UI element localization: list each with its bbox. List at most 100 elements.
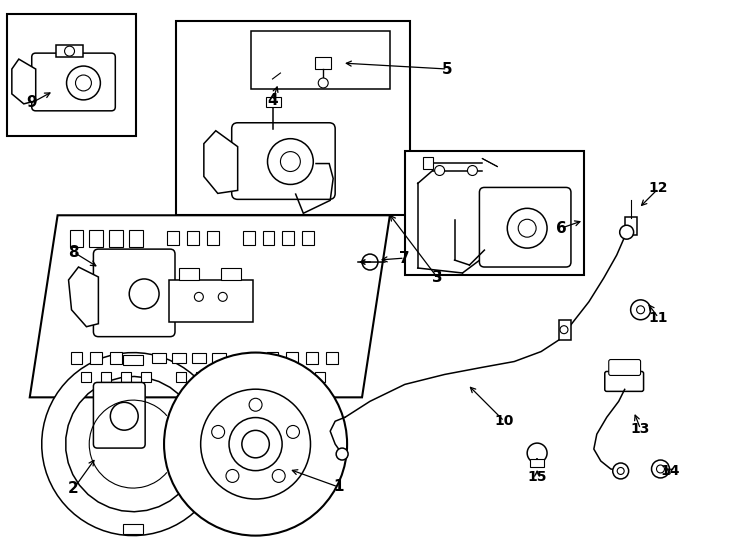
Bar: [152, 353, 166, 362]
Text: 14: 14: [661, 464, 680, 478]
Bar: [625, 217, 636, 235]
Bar: [167, 231, 179, 245]
Bar: [266, 352, 278, 363]
Circle shape: [211, 426, 225, 438]
Circle shape: [195, 292, 203, 301]
Bar: [172, 353, 186, 362]
FancyBboxPatch shape: [32, 53, 115, 111]
Circle shape: [468, 166, 477, 176]
Bar: [326, 352, 338, 363]
Text: 13: 13: [631, 422, 650, 436]
Bar: [255, 373, 266, 382]
Text: 5: 5: [443, 62, 453, 77]
Text: 8: 8: [68, 245, 79, 260]
Text: 6: 6: [556, 221, 567, 236]
Text: 1: 1: [333, 480, 344, 495]
Polygon shape: [30, 215, 390, 397]
Bar: [123, 524, 143, 534]
Text: 7: 7: [399, 251, 410, 266]
Bar: [196, 373, 206, 382]
Bar: [275, 373, 286, 382]
Circle shape: [65, 46, 75, 56]
Bar: [81, 373, 92, 382]
Circle shape: [218, 292, 228, 301]
Bar: [250, 31, 390, 89]
Bar: [221, 268, 241, 280]
Polygon shape: [12, 59, 36, 104]
Circle shape: [518, 219, 536, 237]
Bar: [176, 373, 186, 382]
Bar: [216, 373, 226, 382]
FancyBboxPatch shape: [605, 372, 644, 392]
Bar: [306, 352, 319, 363]
Bar: [243, 231, 255, 245]
Bar: [530, 459, 544, 467]
Bar: [169, 280, 252, 322]
Circle shape: [336, 448, 348, 460]
Bar: [316, 57, 331, 69]
Bar: [110, 352, 123, 363]
Bar: [101, 373, 112, 382]
Circle shape: [129, 279, 159, 309]
Text: 4: 4: [267, 93, 277, 109]
Text: 15: 15: [527, 470, 547, 484]
Circle shape: [619, 225, 633, 239]
Bar: [207, 231, 219, 245]
Bar: [263, 231, 275, 245]
Bar: [90, 352, 102, 363]
Bar: [70, 352, 82, 363]
Bar: [236, 373, 246, 382]
Bar: [109, 230, 123, 247]
Bar: [295, 373, 305, 382]
Text: 9: 9: [26, 96, 37, 110]
Circle shape: [164, 353, 347, 536]
Bar: [247, 352, 258, 363]
Circle shape: [560, 326, 568, 334]
Bar: [141, 373, 151, 382]
Circle shape: [636, 306, 644, 314]
Circle shape: [241, 430, 269, 458]
Bar: [70, 230, 84, 247]
Bar: [316, 373, 325, 382]
Bar: [176, 21, 410, 215]
Bar: [405, 151, 584, 275]
Circle shape: [362, 254, 378, 270]
Circle shape: [652, 460, 669, 478]
Circle shape: [272, 469, 286, 482]
Circle shape: [76, 75, 92, 91]
Bar: [286, 352, 298, 363]
Circle shape: [110, 402, 138, 430]
Polygon shape: [42, 353, 216, 536]
Circle shape: [67, 66, 101, 100]
Circle shape: [631, 300, 650, 320]
Polygon shape: [68, 267, 98, 327]
Bar: [129, 230, 143, 247]
Bar: [266, 97, 281, 107]
FancyBboxPatch shape: [232, 123, 335, 199]
Bar: [179, 268, 199, 280]
Circle shape: [200, 389, 310, 499]
Bar: [121, 373, 131, 382]
Circle shape: [226, 469, 239, 482]
Text: 3: 3: [432, 271, 443, 286]
Circle shape: [613, 463, 628, 479]
FancyBboxPatch shape: [479, 187, 571, 267]
Circle shape: [280, 152, 300, 172]
Text: 10: 10: [495, 414, 514, 428]
Bar: [56, 45, 84, 57]
Bar: [7, 15, 137, 136]
FancyBboxPatch shape: [93, 382, 145, 448]
Text: 12: 12: [649, 181, 668, 195]
Bar: [302, 231, 314, 245]
Bar: [90, 230, 103, 247]
Circle shape: [656, 465, 664, 473]
FancyBboxPatch shape: [608, 360, 641, 375]
Bar: [283, 231, 294, 245]
Polygon shape: [204, 131, 238, 193]
Circle shape: [527, 443, 547, 463]
Text: 11: 11: [649, 310, 668, 325]
Bar: [187, 231, 199, 245]
Bar: [423, 157, 432, 168]
FancyBboxPatch shape: [93, 249, 175, 336]
Bar: [559, 320, 571, 340]
